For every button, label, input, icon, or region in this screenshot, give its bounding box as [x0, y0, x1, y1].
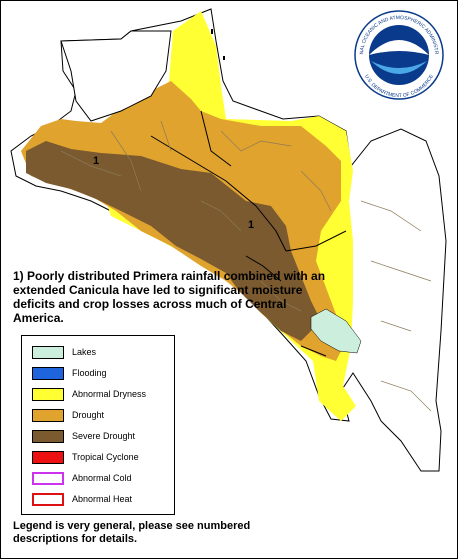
legend-label: Tropical Cyclone — [72, 452, 139, 462]
admin-borders — [60, 120, 432, 412]
legend-item: Abnormal Cold — [32, 470, 132, 486]
legend-label: Lakes — [72, 347, 97, 357]
legend-label: Flooding — [72, 368, 107, 378]
logo-center-text: NOAA — [381, 51, 417, 65]
legend: Lakes Flooding Abnormal Dryness Drought … — [21, 335, 175, 515]
legend-item: Severe Drought — [32, 428, 135, 444]
island — [211, 29, 213, 34]
legend-label: Drought — [72, 410, 105, 420]
legend-swatch — [32, 387, 64, 401]
legend-label: Abnormal Cold — [72, 473, 132, 483]
mexico-region — [60, 30, 172, 122]
legend-item: Flooding — [32, 365, 107, 381]
legend-swatch — [32, 408, 64, 422]
legend-label: Abnormal Heat — [72, 494, 133, 504]
legend-swatch — [32, 345, 64, 359]
legend-item: Lakes — [32, 344, 96, 360]
noaa-logo: NOAA NATIONAL OCEANIC AND ATMOSPHERIC AD… — [351, 7, 444, 100]
legend-swatch — [32, 492, 64, 506]
island — [223, 56, 225, 60]
legend-item: Abnormal Heat — [32, 491, 132, 507]
lake-nicaragua — [310, 308, 362, 354]
legend-swatch — [32, 429, 64, 443]
legend-swatch — [32, 366, 64, 380]
legend-footnote: Legend is very general, please see numbe… — [13, 520, 251, 545]
legend-item: Tropical Cyclone — [32, 449, 139, 465]
legend-item: Abnormal Dryness — [32, 386, 146, 402]
legend-swatch — [32, 471, 64, 485]
description-note: 1) Poorly distributed Primera rainfall c… — [13, 269, 326, 325]
area-label: 1 — [248, 219, 254, 231]
severe-drought-area — [26, 141, 321, 341]
legend-swatch — [32, 450, 64, 464]
country-borders — [150, 110, 347, 357]
area-label: 1 — [93, 155, 99, 167]
legend-item: Drought — [32, 407, 104, 423]
legend-label: Severe Drought — [72, 431, 136, 441]
legend-label: Abnormal Dryness — [72, 389, 147, 399]
